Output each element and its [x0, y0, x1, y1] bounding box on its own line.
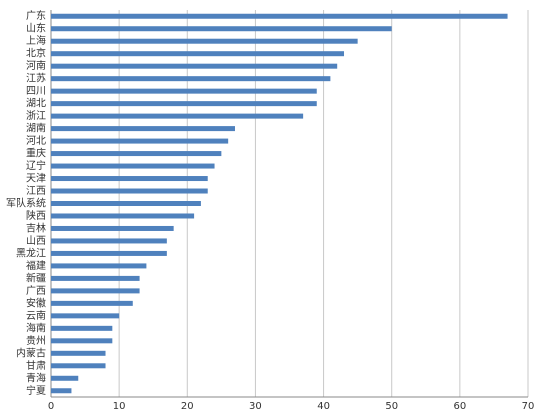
- y-tick-label: 江苏: [26, 72, 46, 85]
- y-tick-label: 内蒙古: [16, 346, 46, 359]
- bar: [51, 26, 392, 32]
- y-tick-label: 宁夏: [26, 384, 46, 397]
- y-tick-label: 海南: [26, 321, 46, 334]
- x-tick-label: 50: [385, 401, 398, 412]
- bar: [51, 151, 222, 157]
- y-tick-label: 江西: [26, 185, 46, 197]
- bar: [51, 263, 147, 269]
- x-tick-label: 20: [181, 401, 194, 412]
- bar: [51, 76, 331, 82]
- x-tick-label: 10: [113, 401, 126, 412]
- y-tick-label: 甘肃: [26, 359, 46, 372]
- bar: [51, 176, 208, 182]
- y-tick-label: 安徽: [26, 296, 46, 309]
- y-tick-label: 福建: [26, 259, 46, 272]
- y-tick-label: 湖北: [26, 98, 46, 110]
- y-tick-label: 广东: [26, 9, 46, 22]
- y-tick-label: 陕西: [26, 209, 46, 222]
- bar: [51, 388, 72, 394]
- bar: [51, 350, 106, 356]
- y-tick-label: 河北: [26, 135, 46, 147]
- y-tick-label: 湖南: [26, 122, 46, 135]
- x-tick-label: 0: [48, 401, 54, 412]
- bar: [51, 13, 508, 19]
- y-tick-label: 山东: [26, 22, 46, 35]
- y-tick-label: 贵州: [26, 334, 46, 347]
- bar: [51, 163, 215, 169]
- x-tick-label: 60: [453, 401, 466, 412]
- bar: [51, 363, 106, 369]
- y-tick-label: 山西: [26, 235, 46, 247]
- x-tick-label: 40: [317, 401, 330, 412]
- y-tick-label: 广西: [26, 285, 46, 297]
- bar: [51, 250, 167, 256]
- bar: [51, 138, 229, 144]
- y-tick-label: 浙江: [26, 110, 46, 122]
- bar: [51, 300, 133, 306]
- y-tick-label: 新疆: [26, 271, 46, 284]
- y-tick-label: 北京: [26, 47, 46, 60]
- bar: [51, 225, 174, 231]
- y-tick-label: 河南: [26, 59, 46, 72]
- y-tick-label: 辽宁: [26, 159, 46, 172]
- y-tick-label: 吉林: [26, 221, 46, 234]
- bar: [51, 113, 304, 119]
- bar: [51, 325, 113, 331]
- y-tick-label: 云南: [26, 309, 46, 322]
- bar: [51, 238, 167, 244]
- bar: [51, 63, 338, 69]
- bar: [51, 275, 140, 281]
- bar: [51, 88, 317, 94]
- y-tick-label: 军队系统: [6, 197, 46, 210]
- bar: [51, 188, 208, 194]
- bar: [51, 338, 113, 344]
- y-tick-label: 黑龙江: [16, 246, 46, 259]
- bar: [51, 313, 120, 319]
- bar: [51, 101, 317, 107]
- bar: [51, 213, 195, 219]
- bar: [51, 38, 358, 44]
- x-tick-label: 70: [522, 401, 535, 412]
- bar: [51, 288, 140, 294]
- bar: [51, 375, 79, 381]
- bar: [51, 201, 201, 206]
- x-tick-label: 30: [249, 401, 262, 412]
- y-tick-label: 四川: [26, 86, 46, 97]
- y-tick-label: 天津: [26, 173, 46, 185]
- y-tick-label: 重庆: [26, 147, 46, 160]
- bar: [51, 126, 235, 132]
- y-tick-label: 上海: [26, 34, 46, 47]
- bar: [51, 51, 345, 57]
- y-tick-label: 青海: [26, 371, 46, 384]
